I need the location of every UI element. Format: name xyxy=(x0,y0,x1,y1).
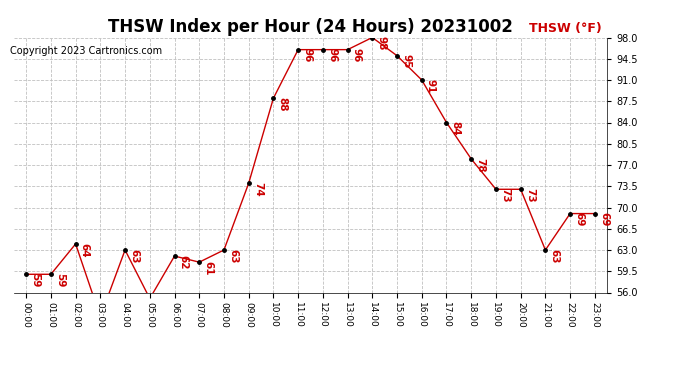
Text: 69: 69 xyxy=(574,212,584,226)
Text: 59: 59 xyxy=(30,273,40,287)
Text: 91: 91 xyxy=(426,79,436,93)
Text: 63: 63 xyxy=(549,249,560,263)
Text: 63: 63 xyxy=(129,249,139,263)
Text: 62: 62 xyxy=(179,255,188,269)
Text: 52: 52 xyxy=(0,374,1,375)
Text: 96: 96 xyxy=(327,48,337,63)
Text: 96: 96 xyxy=(302,48,313,63)
Text: 78: 78 xyxy=(475,158,485,172)
Text: 59: 59 xyxy=(55,273,65,287)
Text: 64: 64 xyxy=(80,243,90,257)
Text: 63: 63 xyxy=(228,249,238,263)
Text: 61: 61 xyxy=(204,261,213,275)
Title: THSW Index per Hour (24 Hours) 20231002: THSW Index per Hour (24 Hours) 20231002 xyxy=(108,18,513,36)
Text: THSW (°F): THSW (°F) xyxy=(529,22,601,35)
Text: 98: 98 xyxy=(377,36,386,51)
Text: 95: 95 xyxy=(401,54,411,69)
Text: 96: 96 xyxy=(352,48,362,63)
Text: 55: 55 xyxy=(0,374,1,375)
Text: 84: 84 xyxy=(451,121,461,136)
Text: 88: 88 xyxy=(277,97,288,111)
Text: 73: 73 xyxy=(500,188,510,202)
Text: 73: 73 xyxy=(525,188,535,202)
Text: Copyright 2023 Cartronics.com: Copyright 2023 Cartronics.com xyxy=(10,46,162,56)
Text: 74: 74 xyxy=(253,182,263,196)
Text: 69: 69 xyxy=(599,212,609,226)
